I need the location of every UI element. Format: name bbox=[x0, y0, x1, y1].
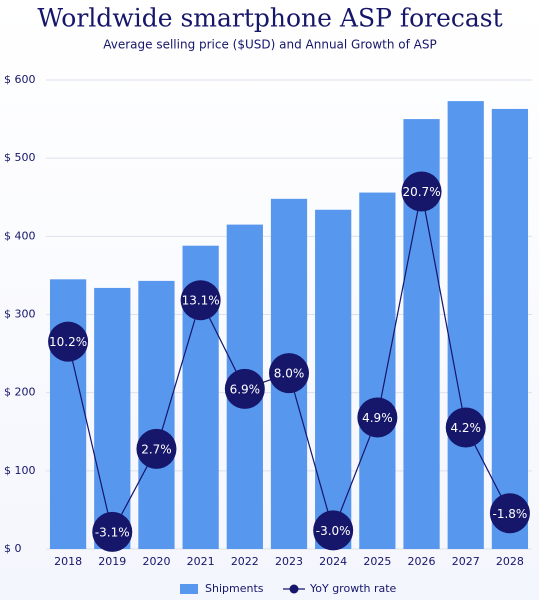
line-point bbox=[489, 493, 530, 534]
legend-label: YoY growth rate bbox=[309, 582, 397, 595]
line-point bbox=[92, 511, 133, 552]
x-tick-label: 2018 bbox=[54, 555, 82, 568]
x-tick-label: 2025 bbox=[363, 555, 391, 568]
data-label: 10.2% bbox=[49, 335, 87, 349]
line-point bbox=[224, 368, 265, 409]
y-tick-label: $ 300 bbox=[4, 308, 36, 321]
data-label: -3.1% bbox=[95, 525, 130, 539]
line-point bbox=[357, 397, 398, 438]
y-tick-label: $ 0 bbox=[4, 542, 22, 555]
x-tick-label: 2021 bbox=[187, 555, 215, 568]
bar bbox=[315, 209, 352, 550]
x-tick-label: 2023 bbox=[275, 555, 303, 568]
data-label: 6.9% bbox=[230, 382, 261, 396]
y-tick-label: $ 100 bbox=[4, 464, 36, 477]
legend-swatch bbox=[180, 584, 198, 594]
line-point bbox=[180, 280, 221, 321]
data-label: 2.7% bbox=[141, 442, 172, 456]
x-tick-label: 2028 bbox=[496, 555, 524, 568]
bar bbox=[491, 108, 529, 550]
legend: Shipments YoY growth rate bbox=[180, 582, 397, 595]
x-tick-label: 2026 bbox=[408, 555, 436, 568]
bar bbox=[49, 279, 87, 549]
bar bbox=[138, 280, 175, 549]
x-tick-label: 2020 bbox=[142, 555, 170, 568]
data-label: 20.7% bbox=[402, 185, 440, 199]
line-point bbox=[136, 428, 177, 469]
line-point bbox=[313, 510, 354, 551]
y-tick-label: $ 400 bbox=[4, 229, 36, 242]
y-tick-label: $ 200 bbox=[4, 386, 36, 399]
y-tick-label: $ 500 bbox=[4, 151, 36, 164]
bar bbox=[94, 287, 131, 549]
legend-label: Shipments bbox=[205, 582, 264, 595]
line-point bbox=[269, 353, 309, 394]
legend-swatch bbox=[289, 584, 299, 594]
line-point bbox=[48, 321, 89, 362]
chart-subtitle: Average selling price ($USD) and Annual … bbox=[103, 38, 437, 52]
y-tick-label: $ 600 bbox=[4, 73, 36, 86]
x-tick-label: 2027 bbox=[452, 555, 480, 568]
data-label: 4.9% bbox=[362, 411, 393, 425]
data-label: -3.0% bbox=[316, 524, 351, 538]
x-tick-label: 2019 bbox=[98, 555, 126, 568]
data-label: 8.0% bbox=[274, 367, 305, 381]
bar bbox=[359, 192, 396, 549]
x-tick-label: 2024 bbox=[319, 555, 347, 568]
line-point bbox=[445, 407, 486, 448]
data-label: -1.8% bbox=[492, 507, 527, 521]
bar bbox=[447, 101, 484, 549]
data-label: 4.2% bbox=[450, 421, 481, 435]
x-tick-label: 2022 bbox=[231, 555, 259, 568]
data-label: 13.1% bbox=[182, 294, 220, 308]
chart-title: Worldwide smartphone ASP forecast bbox=[37, 4, 502, 33]
line-point bbox=[401, 171, 442, 212]
